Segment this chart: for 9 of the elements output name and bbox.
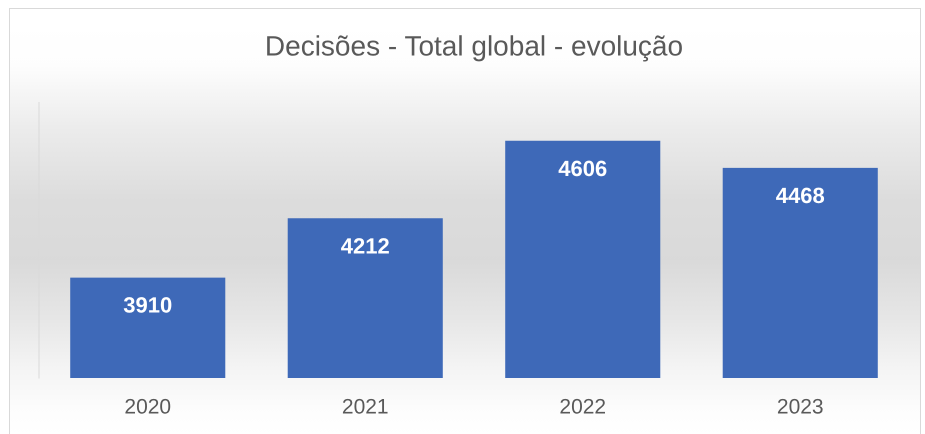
data-label: 4212 — [340, 233, 390, 258]
data-label: 4468 — [776, 182, 825, 208]
data-label: 3910 — [123, 292, 172, 318]
chart-title: Decisões - Total global - evolução — [264, 30, 684, 62]
data-label: 4606 — [558, 156, 608, 181]
x-tick-label: 2021 — [342, 395, 389, 418]
x-tick-label: 2023 — [776, 395, 824, 418]
x-tick-label: 2022 — [559, 395, 606, 418]
x-tick-label: 2020 — [124, 395, 172, 418]
